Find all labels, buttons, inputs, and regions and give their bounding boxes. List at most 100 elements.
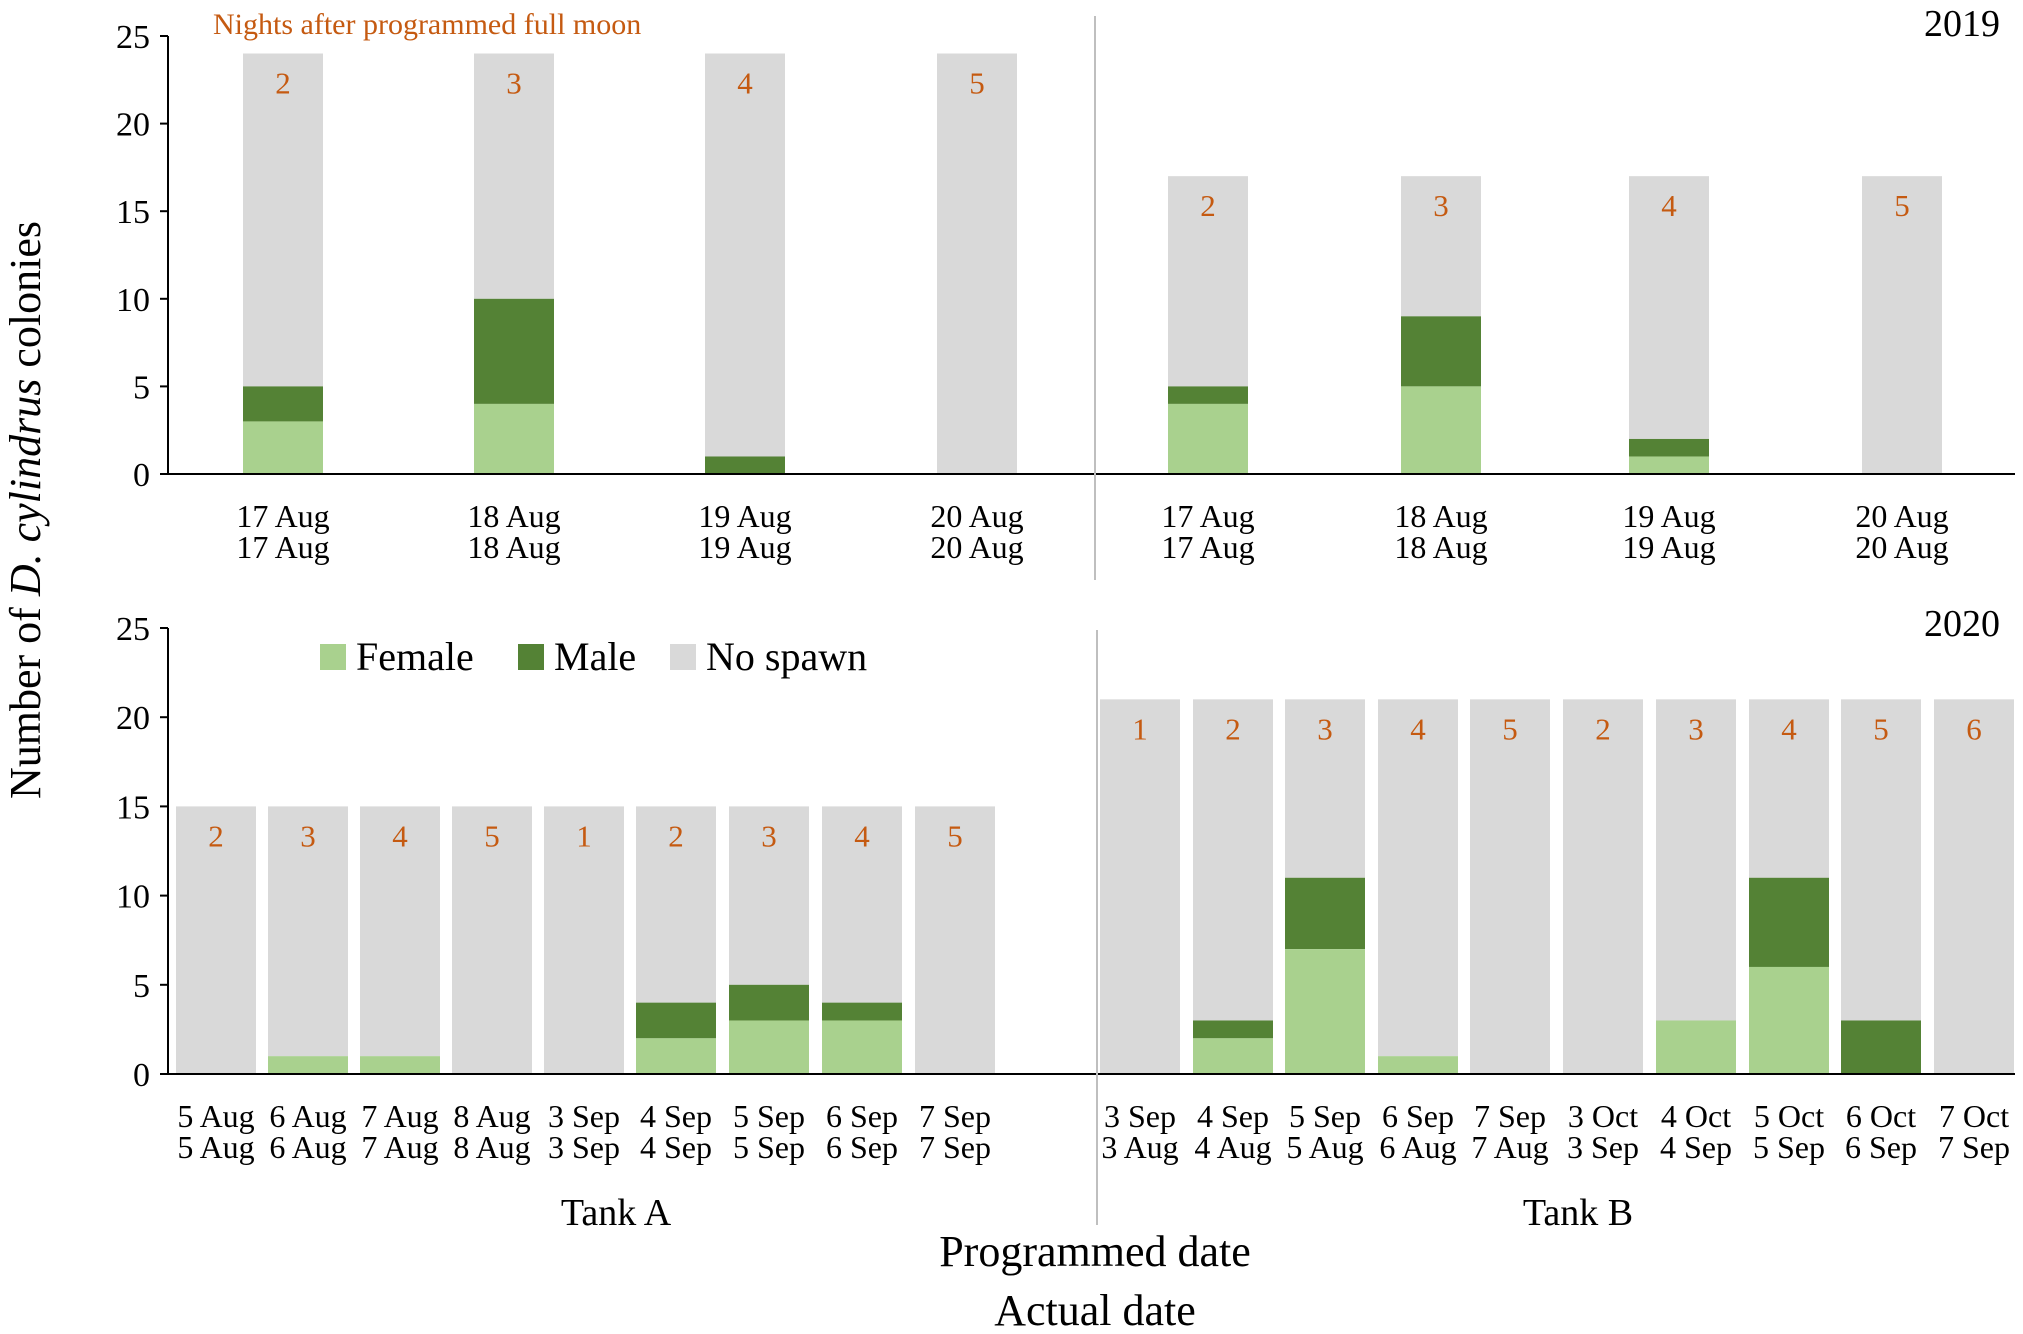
bar-female <box>729 1020 809 1074</box>
bar-night-label: 5 <box>1873 711 1889 746</box>
x-actual-date: 6 Aug <box>269 1129 346 1165</box>
x-programmed-date: 4 Oct <box>1661 1098 1731 1134</box>
bar-night-label: 4 <box>392 818 408 853</box>
bar-nospawn <box>729 806 809 985</box>
x-programmed-date: 20 Aug <box>930 498 1023 534</box>
bar-female <box>1629 456 1709 474</box>
x-actual-date: 17 Aug <box>236 529 329 565</box>
bar-female <box>1401 386 1481 474</box>
x-actual-date: 6 Sep <box>1845 1129 1917 1165</box>
bar-male <box>1749 877 1829 967</box>
bar-female <box>1749 966 1829 1074</box>
bar-night-label: 2 <box>1200 188 1216 223</box>
x-actual-date: 6 Aug <box>1379 1129 1456 1165</box>
bar-nospawn <box>1168 176 1248 387</box>
year-label: 2020 <box>1924 603 2000 645</box>
x-programmed-date: 4 Sep <box>1197 1098 1269 1134</box>
x-programmed-date: 6 Aug <box>269 1098 346 1134</box>
y-tick-label: 25 <box>116 611 150 648</box>
bar-female <box>1168 403 1248 474</box>
bar-nospawn <box>1100 699 1180 1074</box>
x-programmed-date: 3 Sep <box>548 1098 620 1134</box>
x-programmed-date: 7 Aug <box>361 1098 438 1134</box>
x-programmed-date: 8 Aug <box>453 1098 530 1134</box>
bar-nospawn <box>1934 699 2014 1074</box>
y-tick-label: 5 <box>133 968 150 1005</box>
bar-nospawn <box>1629 176 1709 439</box>
x-axis-title-programmed: Programmed date <box>939 1227 1251 1276</box>
x-actual-date: 18 Aug <box>467 529 560 565</box>
bar-night-label: 3 <box>1688 711 1704 746</box>
x-programmed-date: 3 Oct <box>1568 1098 1638 1134</box>
bar-night-label: 4 <box>854 818 870 853</box>
bar-night-label: 5 <box>1894 188 1910 223</box>
bar-female <box>636 1038 716 1074</box>
y-tick-label: 10 <box>116 879 150 916</box>
x-programmed-date: 17 Aug <box>1161 498 1254 534</box>
bar-nospawn <box>474 53 554 299</box>
x-actual-date: 20 Aug <box>930 529 1023 565</box>
x-actual-date: 5 Sep <box>733 1129 805 1165</box>
y-tick-label: 15 <box>116 789 150 826</box>
bar-night-label: 5 <box>1502 711 1518 746</box>
bar-female <box>822 1020 902 1074</box>
legend-male-swatch <box>518 644 544 670</box>
legend-male-label: Male <box>554 634 636 679</box>
year-label: 2019 <box>1924 3 2000 45</box>
x-actual-date: 20 Aug <box>1855 529 1948 565</box>
bar-male <box>1168 386 1248 404</box>
bar-night-label: 5 <box>484 818 500 853</box>
bar-nospawn <box>1749 699 1829 878</box>
x-programmed-date: 7 Sep <box>1474 1098 1546 1134</box>
bar-night-label: 3 <box>300 818 316 853</box>
x-programmed-date: 5 Sep <box>733 1098 805 1134</box>
bar-male <box>636 1002 716 1039</box>
bar-male <box>243 386 323 422</box>
x-programmed-date: 17 Aug <box>236 498 329 534</box>
bar-nospawn <box>1563 699 1643 1074</box>
x-actual-date: 5 Aug <box>1286 1129 1363 1165</box>
x-programmed-date: 19 Aug <box>698 498 791 534</box>
bar-female <box>1193 1038 1273 1074</box>
x-actual-date: 19 Aug <box>698 529 791 565</box>
bar-nospawn <box>1401 176 1481 317</box>
tank-label: Tank B <box>1523 1192 1633 1234</box>
bar-nospawn <box>243 53 323 387</box>
bar-night-label: 3 <box>761 818 777 853</box>
x-actual-date: 8 Aug <box>453 1129 530 1165</box>
bar-nospawn <box>1841 699 1921 1021</box>
bar-night-label: 6 <box>1966 711 1982 746</box>
x-programmed-date: 18 Aug <box>467 498 560 534</box>
legend-female-swatch <box>320 644 346 670</box>
x-actual-date: 3 Sep <box>548 1129 620 1165</box>
bar-female <box>474 403 554 474</box>
bar-night-label: 2 <box>208 818 224 853</box>
x-programmed-date: 6 Oct <box>1846 1098 1916 1134</box>
bar-nospawn <box>1193 699 1273 1021</box>
x-programmed-date: 5 Sep <box>1289 1098 1361 1134</box>
bar-nospawn <box>1378 699 1458 1057</box>
bar-male <box>1629 438 1709 457</box>
legend-female-label: Female <box>356 634 474 679</box>
x-programmed-date: 7 Oct <box>1939 1098 2009 1134</box>
legend-nospawn-swatch <box>670 644 696 670</box>
y-axis-title-part: D. cylindrus <box>1 379 50 598</box>
bar-male <box>1841 1020 1921 1074</box>
bar-nospawn <box>1656 699 1736 1021</box>
x-actual-date: 7 Sep <box>919 1129 991 1165</box>
y-axis-title-part: colonies <box>1 221 50 379</box>
tank-label: Tank A <box>561 1192 672 1234</box>
bar-female <box>360 1056 440 1074</box>
x-programmed-date: 20 Aug <box>1855 498 1948 534</box>
bar-night-label: 5 <box>969 66 985 101</box>
bar-male <box>1401 316 1481 387</box>
x-actual-date: 4 Aug <box>1194 1129 1271 1165</box>
x-actual-date: 3 Aug <box>1101 1129 1178 1165</box>
x-programmed-date: 6 Sep <box>826 1098 898 1134</box>
x-programmed-date: 6 Sep <box>1382 1098 1454 1134</box>
bar-nospawn <box>176 806 256 1074</box>
bar-nospawn <box>452 806 532 1074</box>
bar-night-label: 4 <box>1781 711 1797 746</box>
x-actual-date: 3 Sep <box>1567 1129 1639 1165</box>
